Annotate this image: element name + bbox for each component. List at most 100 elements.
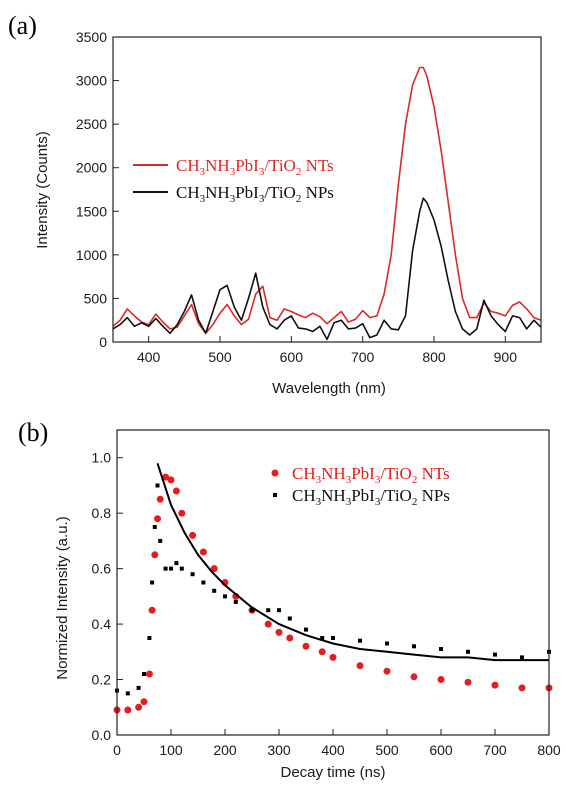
scatter-point-nts xyxy=(210,565,218,573)
scatter-point-nps xyxy=(190,572,195,577)
panel-a-y-tick-label: 1500 xyxy=(76,203,107,219)
scatter-point-nts xyxy=(156,495,164,503)
panel-b-y-tick-label: 1.0 xyxy=(92,450,112,466)
scatter-point-nps xyxy=(150,580,155,585)
scatter-point-nps xyxy=(136,685,141,690)
scatter-point-nts xyxy=(178,509,186,517)
scatter-point-nps xyxy=(174,561,179,566)
panel-a-y-tick-label: 2000 xyxy=(76,160,107,176)
scatter-point-nps xyxy=(277,608,281,613)
panel-a-x-tick-label: 700 xyxy=(351,349,375,365)
scatter-point-nts xyxy=(437,676,445,683)
panel-a-y-tick-label: 3000 xyxy=(76,73,107,89)
panel-b-legend: CH3NH3PbI3/TiO2 NTs CH3NH3PbI3/TiO2 NPs xyxy=(271,464,450,508)
scatter-point-nps xyxy=(169,566,173,571)
scatter-point-nts xyxy=(383,667,391,675)
scatter-point-nps xyxy=(250,608,254,613)
scatter-point-nts xyxy=(491,681,499,689)
scatter-point-nts xyxy=(167,476,175,484)
panel-b-x-tick-label: 700 xyxy=(483,742,507,758)
panel-b-y-tick-label: 0.6 xyxy=(92,561,112,577)
panel-a-legend: CH3NH3PbI3/TiO2 NTs CH3NH3PbI3/TiO2 NPs xyxy=(133,156,334,205)
panel-b-x-tick-label: 600 xyxy=(429,742,453,758)
scatter-point-nps xyxy=(320,636,325,640)
series-line-a-1 xyxy=(112,197,542,341)
scatter-point-nps xyxy=(163,566,168,571)
panel-b-y-tick-label: 0.0 xyxy=(92,727,112,743)
scatter-point-nts xyxy=(140,698,148,706)
scatter-point-nts xyxy=(286,634,294,642)
panel-a-label: (a) xyxy=(8,11,37,40)
scatter-point-nps xyxy=(125,691,130,696)
scatter-point-nts xyxy=(264,620,272,628)
scatter-point-nts xyxy=(329,653,337,661)
scatter-point-nts xyxy=(518,684,526,692)
panel-a-plot-area: 400 500 600 700 800 900 0 500 1000 1500 2000 2500 30… xyxy=(76,29,542,365)
panel-b-y-tick-label: 0.2 xyxy=(92,672,112,688)
panel-a-y-tick-label: 2500 xyxy=(76,116,107,132)
panel-b-y-tick-label: 0.8 xyxy=(92,505,112,521)
scatter-point-nts xyxy=(464,678,472,686)
scatter-point-nps xyxy=(155,483,160,488)
scatter-point-nps xyxy=(466,649,470,654)
panel-b-x-tick-label: 0 xyxy=(113,742,121,758)
scatter-point-nps xyxy=(439,647,443,651)
panel-a-x-tick-label: 800 xyxy=(422,349,446,365)
scatter-point-nts xyxy=(135,703,143,711)
panel-b-x-axis-title: Decay time (ns) xyxy=(280,764,385,781)
panel-b: (b) Normized Intensity (a.u.) Decay time… xyxy=(18,418,561,781)
legend-a-nps-label: CH3NH3PbI3/TiO2 NPs xyxy=(176,183,334,205)
panel-a-x-tick-label: 500 xyxy=(208,349,232,365)
panel-a-x-axis-title: Wavelength (nm) xyxy=(272,380,386,397)
legend-b-nts-marker xyxy=(271,469,279,477)
legend-b-nps-label: CH3NH3PbI3/TiO2 NPs xyxy=(292,486,450,508)
scatter-point-nps xyxy=(201,580,206,585)
scatter-point-nps xyxy=(385,641,389,646)
panel-a-x-tick-label: 400 xyxy=(137,349,161,365)
legend-b-nts-label: CH3NH3PbI3/TiO2 NTs xyxy=(292,464,450,486)
scatter-point-nps xyxy=(158,538,163,543)
scatter-point-nts xyxy=(275,628,283,636)
scatter-point-nps xyxy=(412,644,416,649)
panel-a-x-tick-label: 900 xyxy=(494,349,518,365)
scatter-point-nts xyxy=(410,673,418,681)
scatter-point-nts xyxy=(318,648,326,656)
scatter-point-nps xyxy=(493,652,497,657)
panel-b-y-tick-label: 0.4 xyxy=(92,616,112,632)
panel-a-y-tick-label: 3500 xyxy=(76,29,107,45)
scatter-point-nts xyxy=(154,515,161,523)
panel-a-y-tick-label: 0 xyxy=(99,334,107,350)
panel-a-x-tick-label: 600 xyxy=(280,349,304,365)
panel-b-x-tick-label: 500 xyxy=(375,742,399,758)
panel-b-x-tick-label: 800 xyxy=(537,742,561,758)
panel-a-frame xyxy=(112,36,542,343)
scatter-point-nts xyxy=(151,551,159,559)
scatter-point-nps xyxy=(233,599,238,604)
scatter-point-nps xyxy=(212,588,217,593)
series-line-a-0 xyxy=(112,66,542,335)
panel-a: (a) Intensity (Counts) Wavelength (nm) 4… xyxy=(8,11,542,397)
scatter-point-nts xyxy=(162,473,170,481)
panel-b-x-tick-label: 300 xyxy=(267,742,291,758)
scatter-point-nps xyxy=(147,636,152,640)
panel-b-plot-area: 0 100 200 300 400 500 600 700 800 0.0 0.2 0.4 0.6 0.8… xyxy=(92,450,561,758)
scatter-point-nts xyxy=(302,642,310,650)
panel-b-x-tick-label: 400 xyxy=(321,742,345,758)
scatter-point-nps xyxy=(304,627,308,632)
scatter-point-nts xyxy=(199,548,207,556)
panel-a-y-tick-label: 1000 xyxy=(76,247,107,263)
scatter-point-nps xyxy=(520,655,524,660)
scatter-point-nts xyxy=(148,606,156,614)
panel-b-y-axis-title: Normized Intensity (a.u.) xyxy=(54,516,71,679)
scatter-point-nps xyxy=(358,638,362,643)
scatter-point-nps xyxy=(142,672,146,676)
scatter-point-nps xyxy=(287,616,292,621)
scatter-point-nps xyxy=(266,608,271,613)
panel-b-x-tick-label: 200 xyxy=(213,742,237,758)
panel-a-y-tick-label: 500 xyxy=(84,290,108,306)
panel-a-y-axis-title: Intensity (Counts) xyxy=(34,131,51,249)
scatter-point-nts xyxy=(356,662,364,670)
legend-a-nts-label: CH3NH3PbI3/TiO2 NTs xyxy=(176,156,334,178)
scatter-point-nts xyxy=(189,531,197,539)
